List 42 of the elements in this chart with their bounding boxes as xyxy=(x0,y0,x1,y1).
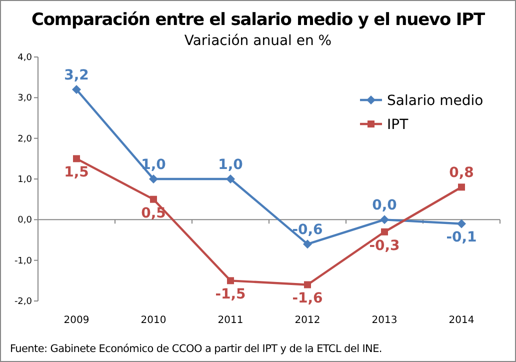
y-tick-label: -1,0 xyxy=(14,256,32,266)
point xyxy=(72,85,81,94)
point xyxy=(381,228,388,236)
point xyxy=(226,174,235,184)
data-label: 0,8 xyxy=(449,165,474,182)
point xyxy=(303,240,312,249)
data-label: -0,1 xyxy=(446,230,477,246)
x-tick-label: 2011 xyxy=(218,315,244,326)
y-tick-label: 3,0 xyxy=(18,94,32,104)
data-label: 1,5 xyxy=(64,164,89,181)
legend-label: Salario medio xyxy=(387,93,484,109)
y-tick-label: 4,0 xyxy=(18,53,32,63)
data-label: -1,5 xyxy=(215,286,246,303)
x-tick-label: 2009 xyxy=(64,315,90,326)
x-tick-label: 2014 xyxy=(448,315,474,326)
point xyxy=(227,277,234,284)
y-tick-label: -2,0 xyxy=(14,297,32,307)
chart-title: Comparación entre el salario medio y el nuevo IPT xyxy=(31,10,486,30)
point xyxy=(149,174,158,184)
y-tick-label: 0,0 xyxy=(18,216,32,226)
point xyxy=(304,281,311,288)
point xyxy=(458,184,465,191)
data-label: 3,2 xyxy=(64,68,89,84)
data-label: 1,0 xyxy=(141,157,166,173)
source-note: Fuente: Gabinete Económico de CCOO a partir del IPT y de la ETCL del INE. xyxy=(10,343,382,355)
point xyxy=(73,155,80,162)
point xyxy=(380,215,389,224)
point xyxy=(150,196,157,203)
data-label: 0,5 xyxy=(141,205,166,222)
data-label: 0,0 xyxy=(372,198,398,214)
chart-subtitle: Variación anual en % xyxy=(184,33,332,49)
data-label: -1,6 xyxy=(292,290,323,307)
data-label: -0,6 xyxy=(292,222,323,238)
point xyxy=(457,219,466,228)
data-label: 1,0 xyxy=(218,157,244,173)
x-tick-label: 2010 xyxy=(140,315,166,326)
data-label: -0,3 xyxy=(369,238,400,254)
y-tick-label: 2,0 xyxy=(18,134,32,144)
legend-label: IPT xyxy=(387,117,409,133)
x-tick-label: 2013 xyxy=(372,315,398,326)
x-tick-label: 2012 xyxy=(294,315,320,326)
y-tick-label: 1,0 xyxy=(18,175,32,185)
